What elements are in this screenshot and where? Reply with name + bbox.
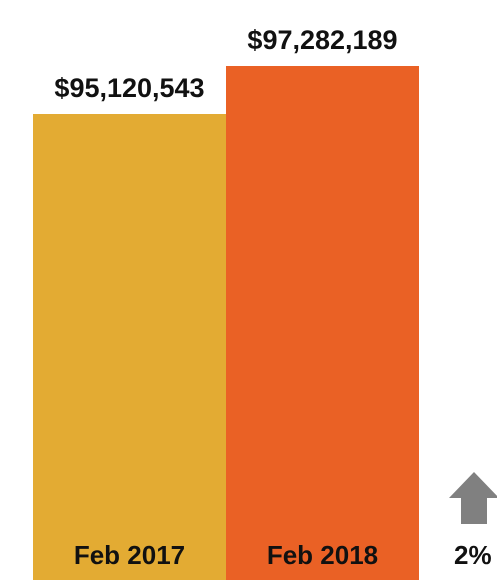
category-label: Feb 2017 bbox=[74, 540, 185, 570]
data-label: $97,282,189 bbox=[247, 25, 397, 55]
data-label: $95,120,543 bbox=[54, 73, 204, 103]
bar-feb-2017 bbox=[33, 114, 226, 580]
bar-feb-2018 bbox=[226, 66, 419, 580]
category-label: Feb 2018 bbox=[267, 540, 378, 570]
change-indicator: 2% bbox=[449, 472, 497, 570]
value-labels-group: $95,120,543 $97,282,189 bbox=[54, 25, 397, 103]
up-arrow-icon bbox=[449, 472, 497, 524]
change-percent-label: 2% bbox=[454, 540, 492, 570]
bars-group bbox=[33, 66, 419, 580]
category-labels-group: Feb 2017 Feb 2018 bbox=[74, 540, 378, 570]
